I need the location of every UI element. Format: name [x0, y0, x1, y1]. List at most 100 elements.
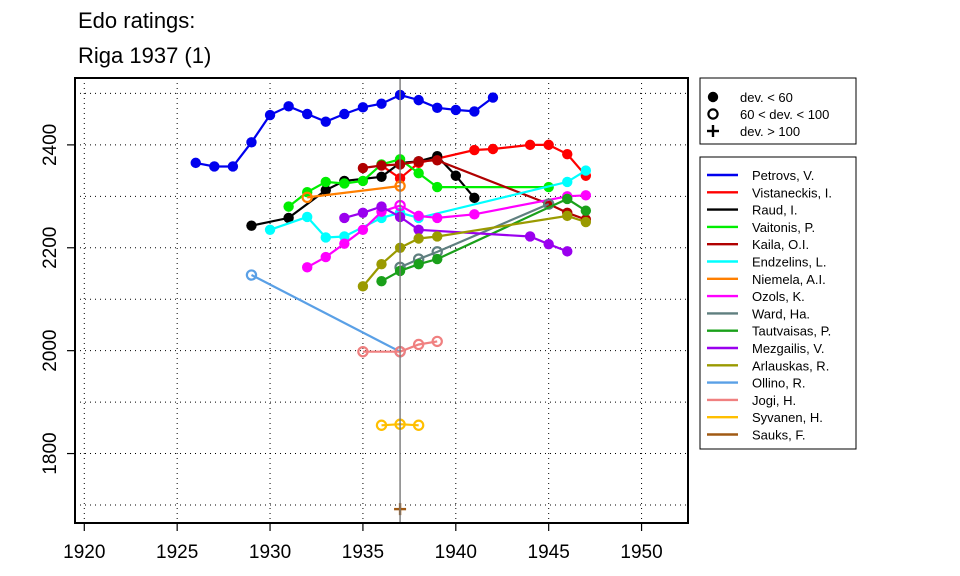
- legend-label-ollino-r: Ollino, R.: [752, 376, 805, 391]
- series-layer: [190, 78, 592, 523]
- data-point-ozols-k-1935: [357, 224, 369, 235]
- data-point-arlauskas-r-1938: [413, 233, 424, 244]
- dev-legend-label-filled: dev. < 60: [740, 90, 793, 105]
- dev-legend-label-plus: dev. > 100: [740, 124, 800, 139]
- data-point-tautvaisas-p-1946: [562, 193, 573, 205]
- data-point-petrovs-v-1931: [283, 101, 294, 112]
- y-tick-label-2200: 2200: [40, 227, 61, 269]
- data-point-kaila-o-i-1939: [432, 155, 443, 166]
- data-point-petrovs-v-1936: [376, 98, 387, 109]
- data-point-mezgailis-v-1936: [376, 201, 387, 212]
- data-point-tautvaisas-p-1947: [580, 205, 592, 216]
- data-point-petrovs-v-1933: [320, 116, 331, 127]
- data-point-endzelins-l-1947: [580, 165, 592, 176]
- data-point-vaitonis-p-1934: [339, 178, 350, 189]
- data-point-petrovs-v-1928: [227, 161, 239, 172]
- series-tautvaisas-p: [376, 193, 592, 287]
- deviation-legend-box: [699, 77, 857, 145]
- data-point-vistaneckis-i-1944: [524, 139, 536, 151]
- legend-label-mezgailis-v: Mezgailis, V.: [752, 341, 825, 356]
- data-point-endzelins-l-1934: [339, 231, 350, 242]
- data-point-petrovs-v-1935: [357, 102, 369, 113]
- data-point-petrovs-v-1932: [301, 108, 313, 120]
- legend-label-endzelins-l: Endzelins, L.: [752, 255, 826, 270]
- axis-layer: 1920 1925 1930 1935 1940 1945 1950 1800 2000 2200…: [40, 124, 663, 563]
- data-point-vaitonis-p-1938: [413, 167, 424, 179]
- data-point-arlauskas-r-1936: [376, 259, 387, 270]
- data-point-vistaneckis-i-1941: [469, 144, 480, 156]
- x-tick-label-1925: 1925: [156, 542, 198, 563]
- grid-layer: [75, 78, 688, 523]
- dev-legend-label-open: 60 < dev. < 100: [740, 107, 829, 122]
- data-point-vistaneckis-i-1946: [562, 148, 573, 160]
- data-point-petrovs-v-1939: [432, 102, 443, 114]
- data-point-ozols-k-1933: [320, 251, 331, 263]
- data-point-mezgailis-v-1935: [357, 207, 369, 218]
- data-point-arlauskas-r-1939: [432, 231, 443, 242]
- data-point-endzelins-l-1932: [301, 211, 313, 223]
- data-point-endzelins-l-1933: [320, 232, 331, 243]
- data-point-endzelins-l-1946: [562, 176, 573, 188]
- dev-legend-symbol-filled: [707, 91, 719, 103]
- legend-label-jogi-h: Jogi, H.: [752, 393, 796, 408]
- data-point-kaila-o-i-1936: [376, 160, 387, 171]
- y-tick-label-1800: 1800: [40, 432, 61, 474]
- data-point-jogi-h-1935: [357, 345, 369, 358]
- data-point-raud-i-1940: [450, 170, 462, 181]
- data-point-petrovs-v-1942: [487, 92, 499, 103]
- series-arlauskas-r: [357, 210, 592, 292]
- data-point-petrovs-v-1927: [209, 161, 220, 172]
- x-tick-label-1920: 1920: [63, 542, 105, 563]
- series-line-vaitonis-p: [287, 158, 549, 208]
- data-point-vaitonis-p-1933: [320, 176, 331, 188]
- x-tick-label-1930: 1930: [249, 542, 291, 563]
- dev-legend-symbol-plus: [707, 125, 719, 137]
- dev-legend-symbol-open: [707, 108, 719, 120]
- x-tick-label-1945: 1945: [528, 542, 570, 563]
- series-line-jogi-h: [362, 340, 438, 353]
- chart-title: Edo ratings:: [78, 8, 195, 33]
- data-point-petrovs-v-1938: [413, 94, 424, 106]
- series-line-ollino-r: [250, 274, 401, 353]
- series-line-niemela-a-i: [307, 184, 401, 199]
- series-mezgailis-v: [339, 201, 573, 257]
- data-point-ollino-r-1929: [245, 269, 258, 281]
- data-point-mezgailis-v-1934: [339, 212, 350, 224]
- legend-label-tautvaisas-p: Tautvaisas, P.: [752, 324, 831, 339]
- data-point-tautvaisas-p-1939: [432, 253, 443, 265]
- legend-label-vistaneckis-i: Vistaneckis, I.: [752, 185, 832, 200]
- legend-label-syvanen-h: Syvanen, H.: [752, 410, 823, 425]
- series-niemela-a-i: [301, 180, 406, 204]
- deviation-legend: dev. < 60 60 < dev. < 100 dev. > 100: [699, 77, 857, 145]
- legend-label-niemela-a-i: Niemela, A.I.: [752, 272, 826, 287]
- legend-label-petrovs-v: Petrovs, V.: [752, 168, 814, 183]
- data-point-tautvaisas-p-1938: [413, 259, 424, 270]
- data-point-vaitonis-p-1935: [357, 175, 369, 187]
- series-ozols-k: [301, 190, 592, 273]
- legend-label-ward-ha: Ward, Ha.: [752, 306, 810, 321]
- data-point-syvanen-h-1938: [412, 419, 425, 431]
- data-point-vistaneckis-i-1942: [487, 143, 499, 155]
- data-point-petrovs-v-1941: [469, 106, 480, 117]
- data-point-ozols-k-1932: [301, 262, 313, 273]
- data-point-petrovs-v-1934: [339, 108, 350, 120]
- series-petrovs-v: [190, 89, 499, 172]
- legend-label-raud-i: Raud, I.: [752, 203, 798, 218]
- data-point-vaitonis-p-1931: [283, 201, 294, 212]
- legend-label-kaila-o-i: Kaila, O.I.: [752, 237, 809, 252]
- legend-label-ozols-k: Ozols, K.: [752, 289, 805, 304]
- data-point-jogi-h-1938: [412, 338, 425, 351]
- data-point-petrovs-v-1929: [246, 137, 257, 148]
- data-point-petrovs-v-1930: [264, 109, 276, 121]
- x-tick-label-1935: 1935: [342, 542, 384, 563]
- data-point-petrovs-v-1926: [190, 157, 201, 169]
- data-point-vaitonis-p-1939: [432, 181, 443, 193]
- data-point-endzelins-l-1930: [264, 224, 276, 235]
- data-point-ozols-k-1941: [469, 209, 480, 220]
- data-point-mezgailis-v-1946: [562, 246, 573, 257]
- data-point-ozols-k-1947: [580, 190, 592, 201]
- data-point-vistaneckis-i-1945: [543, 139, 554, 151]
- data-point-niemela-a-i-1932: [301, 191, 313, 204]
- data-point-raud-i-1941: [469, 192, 480, 204]
